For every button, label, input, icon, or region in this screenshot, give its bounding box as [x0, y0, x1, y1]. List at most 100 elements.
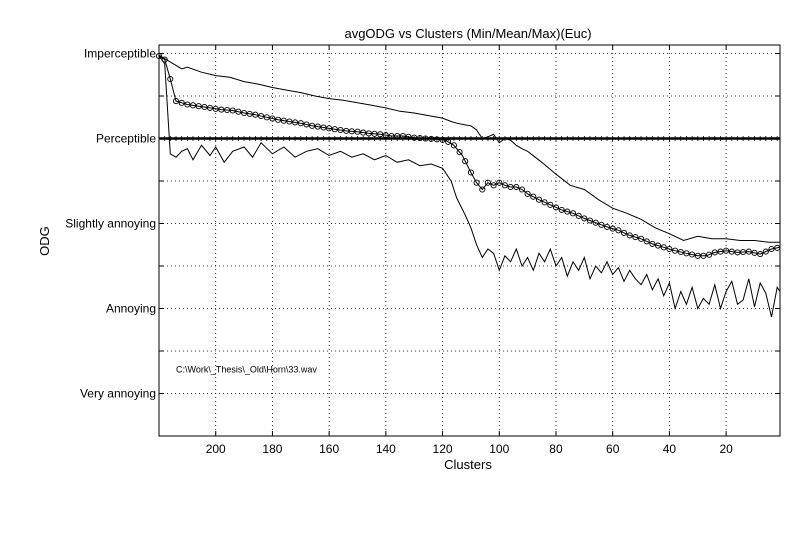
mean-point-marker [638, 235, 645, 242]
x-tick-label: 60 [606, 442, 620, 456]
mean-point-marker [496, 179, 503, 186]
mean-point-marker [530, 193, 537, 200]
mean-point-marker [258, 112, 265, 120]
y-tick-label: Annoying [106, 302, 156, 316]
mean-point-marker [252, 111, 259, 118]
mean-point-marker [394, 132, 401, 140]
x-tick-label: 140 [376, 442, 396, 456]
mean-point-marker [218, 106, 225, 113]
mean-point-marker [433, 136, 440, 143]
mean-point-marker [524, 190, 531, 197]
mean-point-marker [263, 114, 270, 121]
mean-point-marker [377, 131, 384, 138]
mean-point-marker [292, 119, 299, 126]
mean-point-marker [331, 126, 338, 133]
y-axis-label: ODG [37, 226, 52, 256]
mean-point-marker [314, 123, 321, 130]
series-line-max [158, 54, 780, 243]
mean-point-marker [275, 116, 282, 123]
y-tick-label: Imperceptible [84, 47, 156, 61]
mean-point-marker [564, 208, 571, 215]
mean-point-marker [206, 104, 214, 111]
mean-point-marker [280, 117, 287, 124]
mean-point-marker [552, 204, 560, 211]
mean-point-marker [178, 99, 185, 106]
mean-point-marker [717, 248, 724, 255]
x-tick-label: 200 [206, 442, 226, 456]
mean-point-marker [269, 115, 276, 122]
mean-point-marker [632, 234, 639, 241]
mean-point-marker [405, 133, 412, 140]
mean-point-marker [371, 130, 378, 137]
mean-point-marker [360, 129, 367, 136]
mean-point-marker [592, 219, 599, 226]
mean-point-marker [603, 223, 611, 230]
x-tick-labels: 200 180 160 140 120 100 80 60 40 20 [206, 442, 733, 456]
mean-point-marker [728, 248, 735, 255]
mean-point-marker [655, 242, 662, 249]
mean-point-marker [535, 196, 543, 203]
mean-point-marker [569, 210, 577, 217]
mean-point-marker [706, 251, 713, 258]
mean-point-marker [473, 179, 480, 186]
mean-point-marker [354, 128, 361, 135]
mean-point-marker [212, 105, 219, 112]
mean-point-marker [490, 182, 497, 189]
mean-point-marker [711, 249, 718, 256]
file-path-annotation: C:\Work\_Thesis\_Old\Horn\33.wav [176, 364, 317, 374]
x-axis-label: Clusters [444, 457, 492, 472]
mean-point-marker [513, 183, 520, 191]
grid-lines [159, 45, 780, 436]
series-line-mean [158, 55, 781, 257]
series-line-min [158, 55, 781, 318]
mean-point-marker [422, 135, 429, 142]
mean-point-marker [541, 199, 548, 206]
mean-point-marker [518, 186, 526, 193]
mean-point-marker [672, 247, 679, 254]
x-tick-label: 160 [319, 442, 339, 456]
mean-point-marker [286, 118, 293, 125]
x-tick-label: 120 [433, 442, 453, 456]
mean-point-marker [689, 251, 696, 258]
x-tick-label: 100 [489, 442, 509, 456]
mean-point-marker [246, 110, 253, 117]
mean-point-marker [757, 251, 764, 258]
mean-point-marker [195, 103, 202, 110]
mean-point-marker [320, 124, 327, 131]
mean-point-marker [740, 248, 747, 256]
mean-point-marker [547, 201, 554, 208]
axis-ticks [159, 45, 780, 436]
mean-point-marker [167, 75, 174, 83]
mean-point-marker [479, 186, 486, 193]
mean-point-marker [507, 183, 514, 191]
mean-point-marker [666, 245, 673, 253]
mean-point-marker [382, 132, 389, 139]
mean-point-marker [348, 128, 355, 135]
x-tick-label: 80 [549, 442, 563, 456]
mean-point-marker [586, 217, 594, 224]
mean-point-marker [615, 227, 622, 234]
mean-point-marker [309, 122, 316, 129]
plot-frame [158, 44, 781, 437]
y-tick-label: Slightly annoying [65, 217, 156, 231]
mean-point-marker [768, 245, 775, 253]
mean-point-marker [411, 134, 418, 141]
mean-point-marker [575, 212, 582, 219]
mean-point-marker [445, 138, 452, 145]
mean-point-marker [303, 121, 310, 128]
y-tick-labels: Imperceptible Perceptible Slightly annoyin… [65, 47, 156, 401]
mean-point-marker [326, 125, 333, 132]
mean-point-marker [660, 244, 667, 251]
mean-point-marker [677, 248, 684, 256]
x-tick-label: 20 [719, 442, 733, 456]
mean-point-marker [762, 248, 769, 255]
mean-point-marker [558, 206, 565, 213]
mean-point-marker [428, 135, 435, 142]
mean-point-marker [388, 132, 395, 140]
mean-point-marker [241, 109, 248, 117]
mean-point-marker [235, 108, 242, 115]
mean-point-marker [201, 103, 208, 111]
mean-point-marker [450, 142, 457, 149]
y-tick-label: Very annoying [80, 387, 156, 401]
